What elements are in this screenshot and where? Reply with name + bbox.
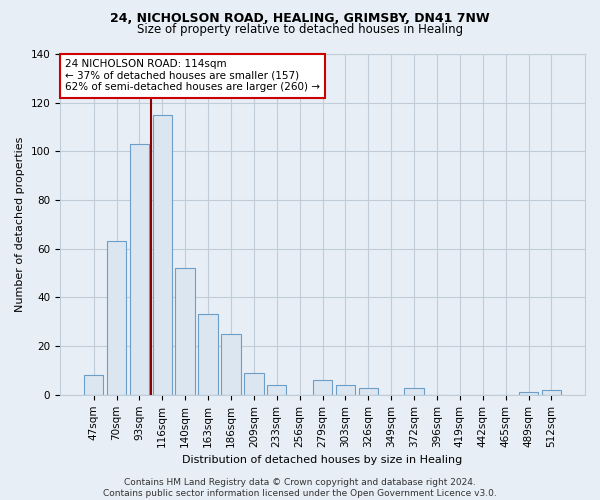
Bar bbox=[152, 115, 172, 395]
X-axis label: Distribution of detached houses by size in Healing: Distribution of detached houses by size … bbox=[182, 455, 463, 465]
Text: Contains HM Land Registry data © Crown copyright and database right 2024.
Contai: Contains HM Land Registry data © Crown c… bbox=[103, 478, 497, 498]
Bar bbox=[199, 314, 218, 395]
Text: 24, NICHOLSON ROAD, HEALING, GRIMSBY, DN41 7NW: 24, NICHOLSON ROAD, HEALING, GRIMSBY, DN… bbox=[110, 12, 490, 26]
Bar bbox=[175, 268, 195, 395]
Bar bbox=[359, 388, 378, 395]
Y-axis label: Number of detached properties: Number of detached properties bbox=[15, 136, 25, 312]
Bar bbox=[313, 380, 332, 395]
Text: Size of property relative to detached houses in Healing: Size of property relative to detached ho… bbox=[137, 22, 463, 36]
Bar bbox=[84, 376, 103, 395]
Bar bbox=[107, 242, 126, 395]
Bar bbox=[130, 144, 149, 395]
Bar bbox=[244, 373, 263, 395]
Bar bbox=[404, 388, 424, 395]
Bar bbox=[267, 385, 286, 395]
Bar bbox=[221, 334, 241, 395]
Text: 24 NICHOLSON ROAD: 114sqm
← 37% of detached houses are smaller (157)
62% of semi: 24 NICHOLSON ROAD: 114sqm ← 37% of detac… bbox=[65, 59, 320, 92]
Bar bbox=[335, 385, 355, 395]
Bar bbox=[519, 392, 538, 395]
Bar bbox=[542, 390, 561, 395]
